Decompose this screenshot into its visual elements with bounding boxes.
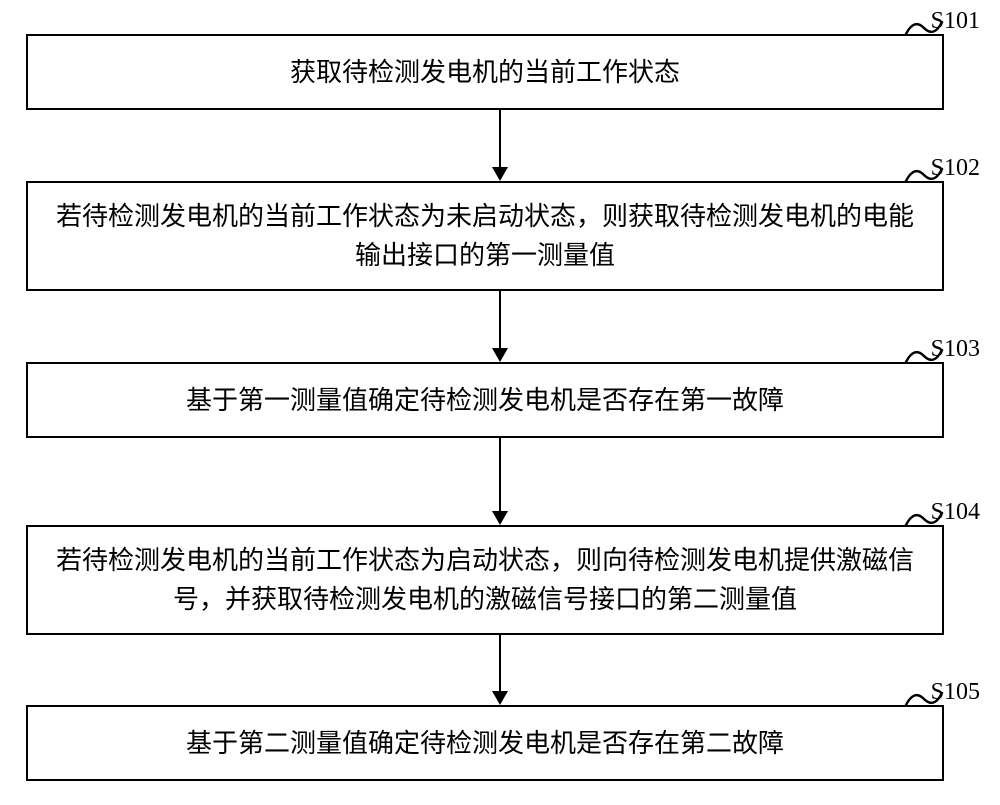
arrow-line-2 [499, 291, 501, 348]
arrow-line-3 [499, 438, 501, 511]
arrow-head-3 [492, 511, 508, 525]
step-text-s105: 基于第二测量值确定待检测发电机是否存在第二故障 [186, 724, 784, 763]
step-box-s105: 基于第二测量值确定待检测发电机是否存在第二故障 [26, 705, 944, 781]
step-box-s101: 获取待检测发电机的当前工作状态 [26, 34, 944, 110]
step-text-s103: 基于第一测量值确定待检测发电机是否存在第一故障 [186, 381, 784, 420]
step-box-s104: 若待检测发电机的当前工作状态为启动状态，则向待检测发电机提供激磁信号，并获取待检… [26, 525, 944, 635]
arrow-head-2 [492, 348, 508, 362]
step-box-s102: 若待检测发电机的当前工作状态为未启动状态，则获取待检测发电机的电能输出接口的第一… [26, 181, 944, 291]
step-text-s104: 若待检测发电机的当前工作状态为启动状态，则向待检测发电机提供激磁信号，并获取待检… [48, 541, 922, 619]
arrow-line-1 [499, 110, 501, 167]
arrow-line-4 [499, 635, 501, 691]
arrow-head-4 [492, 691, 508, 705]
flowchart-canvas: S101 获取待检测发电机的当前工作状态 S102 若待检测发电机的当前工作状态… [0, 0, 1000, 805]
step-text-s102: 若待检测发电机的当前工作状态为未启动状态，则获取待检测发电机的电能输出接口的第一… [48, 197, 922, 275]
arrow-head-1 [492, 167, 508, 181]
step-box-s103: 基于第一测量值确定待检测发电机是否存在第一故障 [26, 362, 944, 438]
step-text-s101: 获取待检测发电机的当前工作状态 [290, 53, 680, 92]
